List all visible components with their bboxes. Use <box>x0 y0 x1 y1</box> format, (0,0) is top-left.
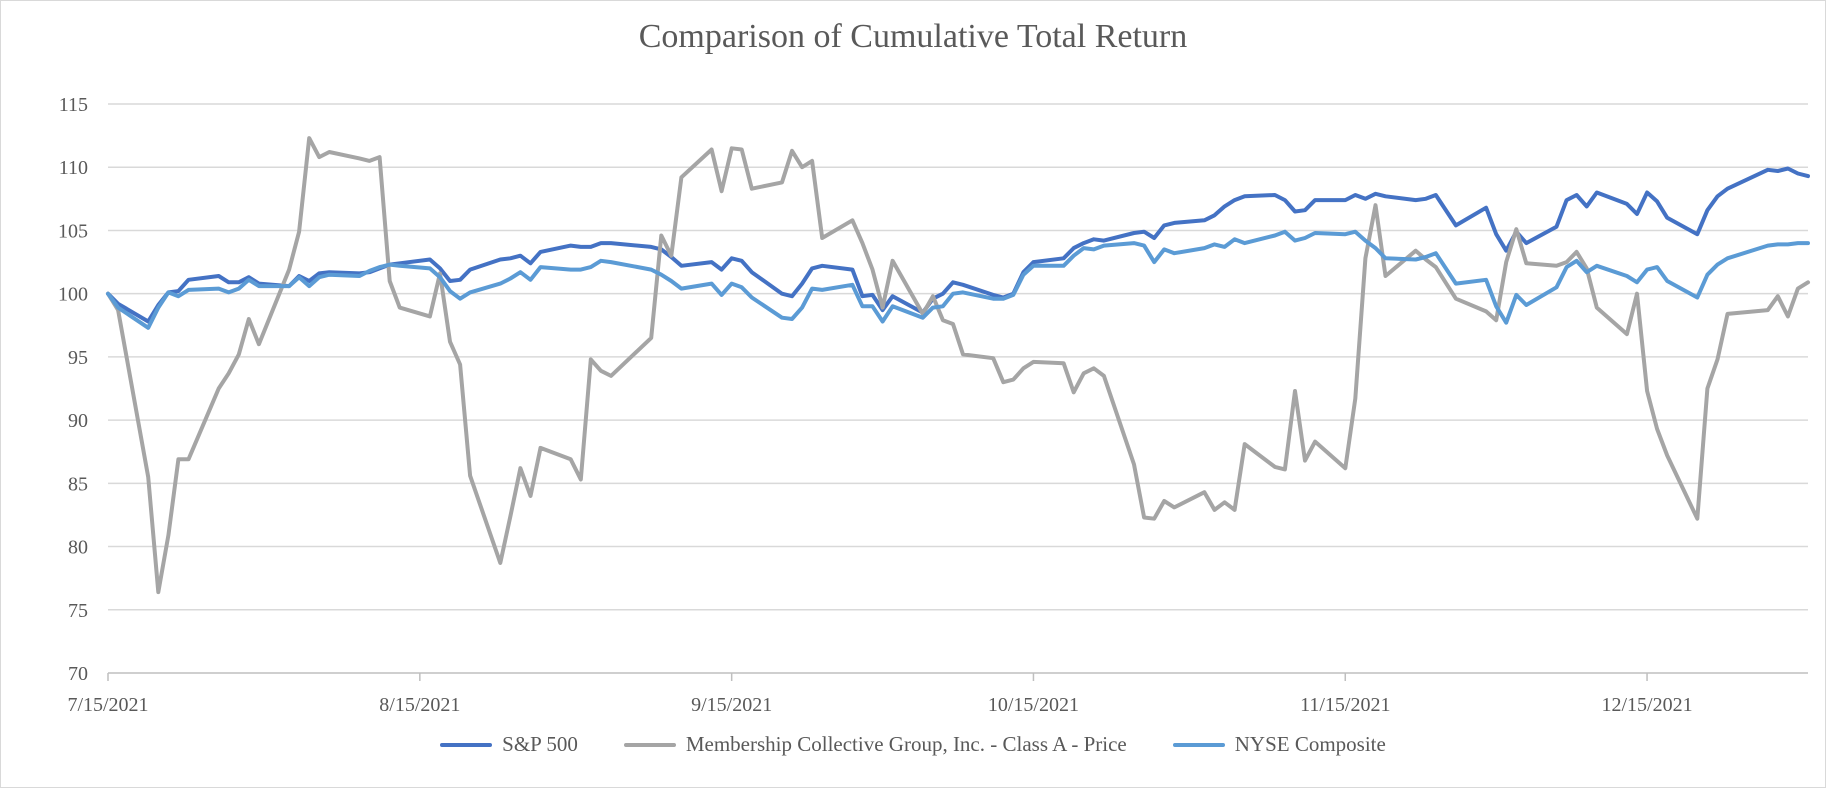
x-tick-label-4: 11/15/2021 <box>1300 694 1390 716</box>
legend-item-membership-collective: Membership Collective Group, Inc. - Clas… <box>623 732 1127 757</box>
x-axis-ticks: 7/15/2021 8/15/2021 9/15/2021 10/15/2021 11/… <box>67 673 1693 716</box>
x-tick-label-1: 8/15/2021 <box>379 694 460 716</box>
x-tick-label-5: 12/15/2021 <box>1601 694 1692 716</box>
legend-label-nyse-composite: NYSE Composite <box>1234 732 1386 756</box>
legend: S&P 500 Membership Collective Group, Inc… <box>0 732 1826 757</box>
series-line-nyse-composite <box>106 229 1810 330</box>
y-tick-label-75: 75 <box>68 600 88 622</box>
x-tick-label-3: 10/15/2021 <box>988 694 1079 716</box>
y-tick-label-105: 105 <box>58 220 88 242</box>
legend-swatch-sp500 <box>440 742 493 747</box>
y-tick-label-90: 90 <box>68 410 88 432</box>
y-tick-label-70: 70 <box>68 663 88 685</box>
y-tick-label-115: 115 <box>59 94 88 116</box>
y-tick-label-100: 100 <box>58 284 88 306</box>
series-lines <box>106 136 1810 595</box>
y-tick-label-80: 80 <box>68 537 88 559</box>
y-tick-label-110: 110 <box>59 157 88 179</box>
gridlines <box>108 103 1808 674</box>
y-tick-label-95: 95 <box>68 347 88 369</box>
series-line-membership-collective <box>106 136 1810 595</box>
series-line-sp500 <box>106 166 1810 324</box>
y-axis-ticks: 70 75 80 85 90 95 100 105 110 115 <box>58 94 88 685</box>
chart-title: Comparison of Cumulative Total Return <box>638 18 1188 55</box>
legend-swatch-membership-collective <box>623 742 676 747</box>
legend-swatch-nyse-composite <box>1172 742 1225 747</box>
legend-item-sp500: S&P 500 <box>440 732 578 757</box>
legend-item-nyse-composite: NYSE Composite <box>1172 732 1386 757</box>
x-tick-label-0: 7/15/2021 <box>67 694 148 716</box>
legend-label-sp500: S&P 500 <box>502 732 578 756</box>
y-tick-label-85: 85 <box>68 473 88 495</box>
legend-label-membership-collective: Membership Collective Group, Inc. - Clas… <box>685 732 1127 756</box>
x-tick-label-2: 9/15/2021 <box>691 694 772 716</box>
